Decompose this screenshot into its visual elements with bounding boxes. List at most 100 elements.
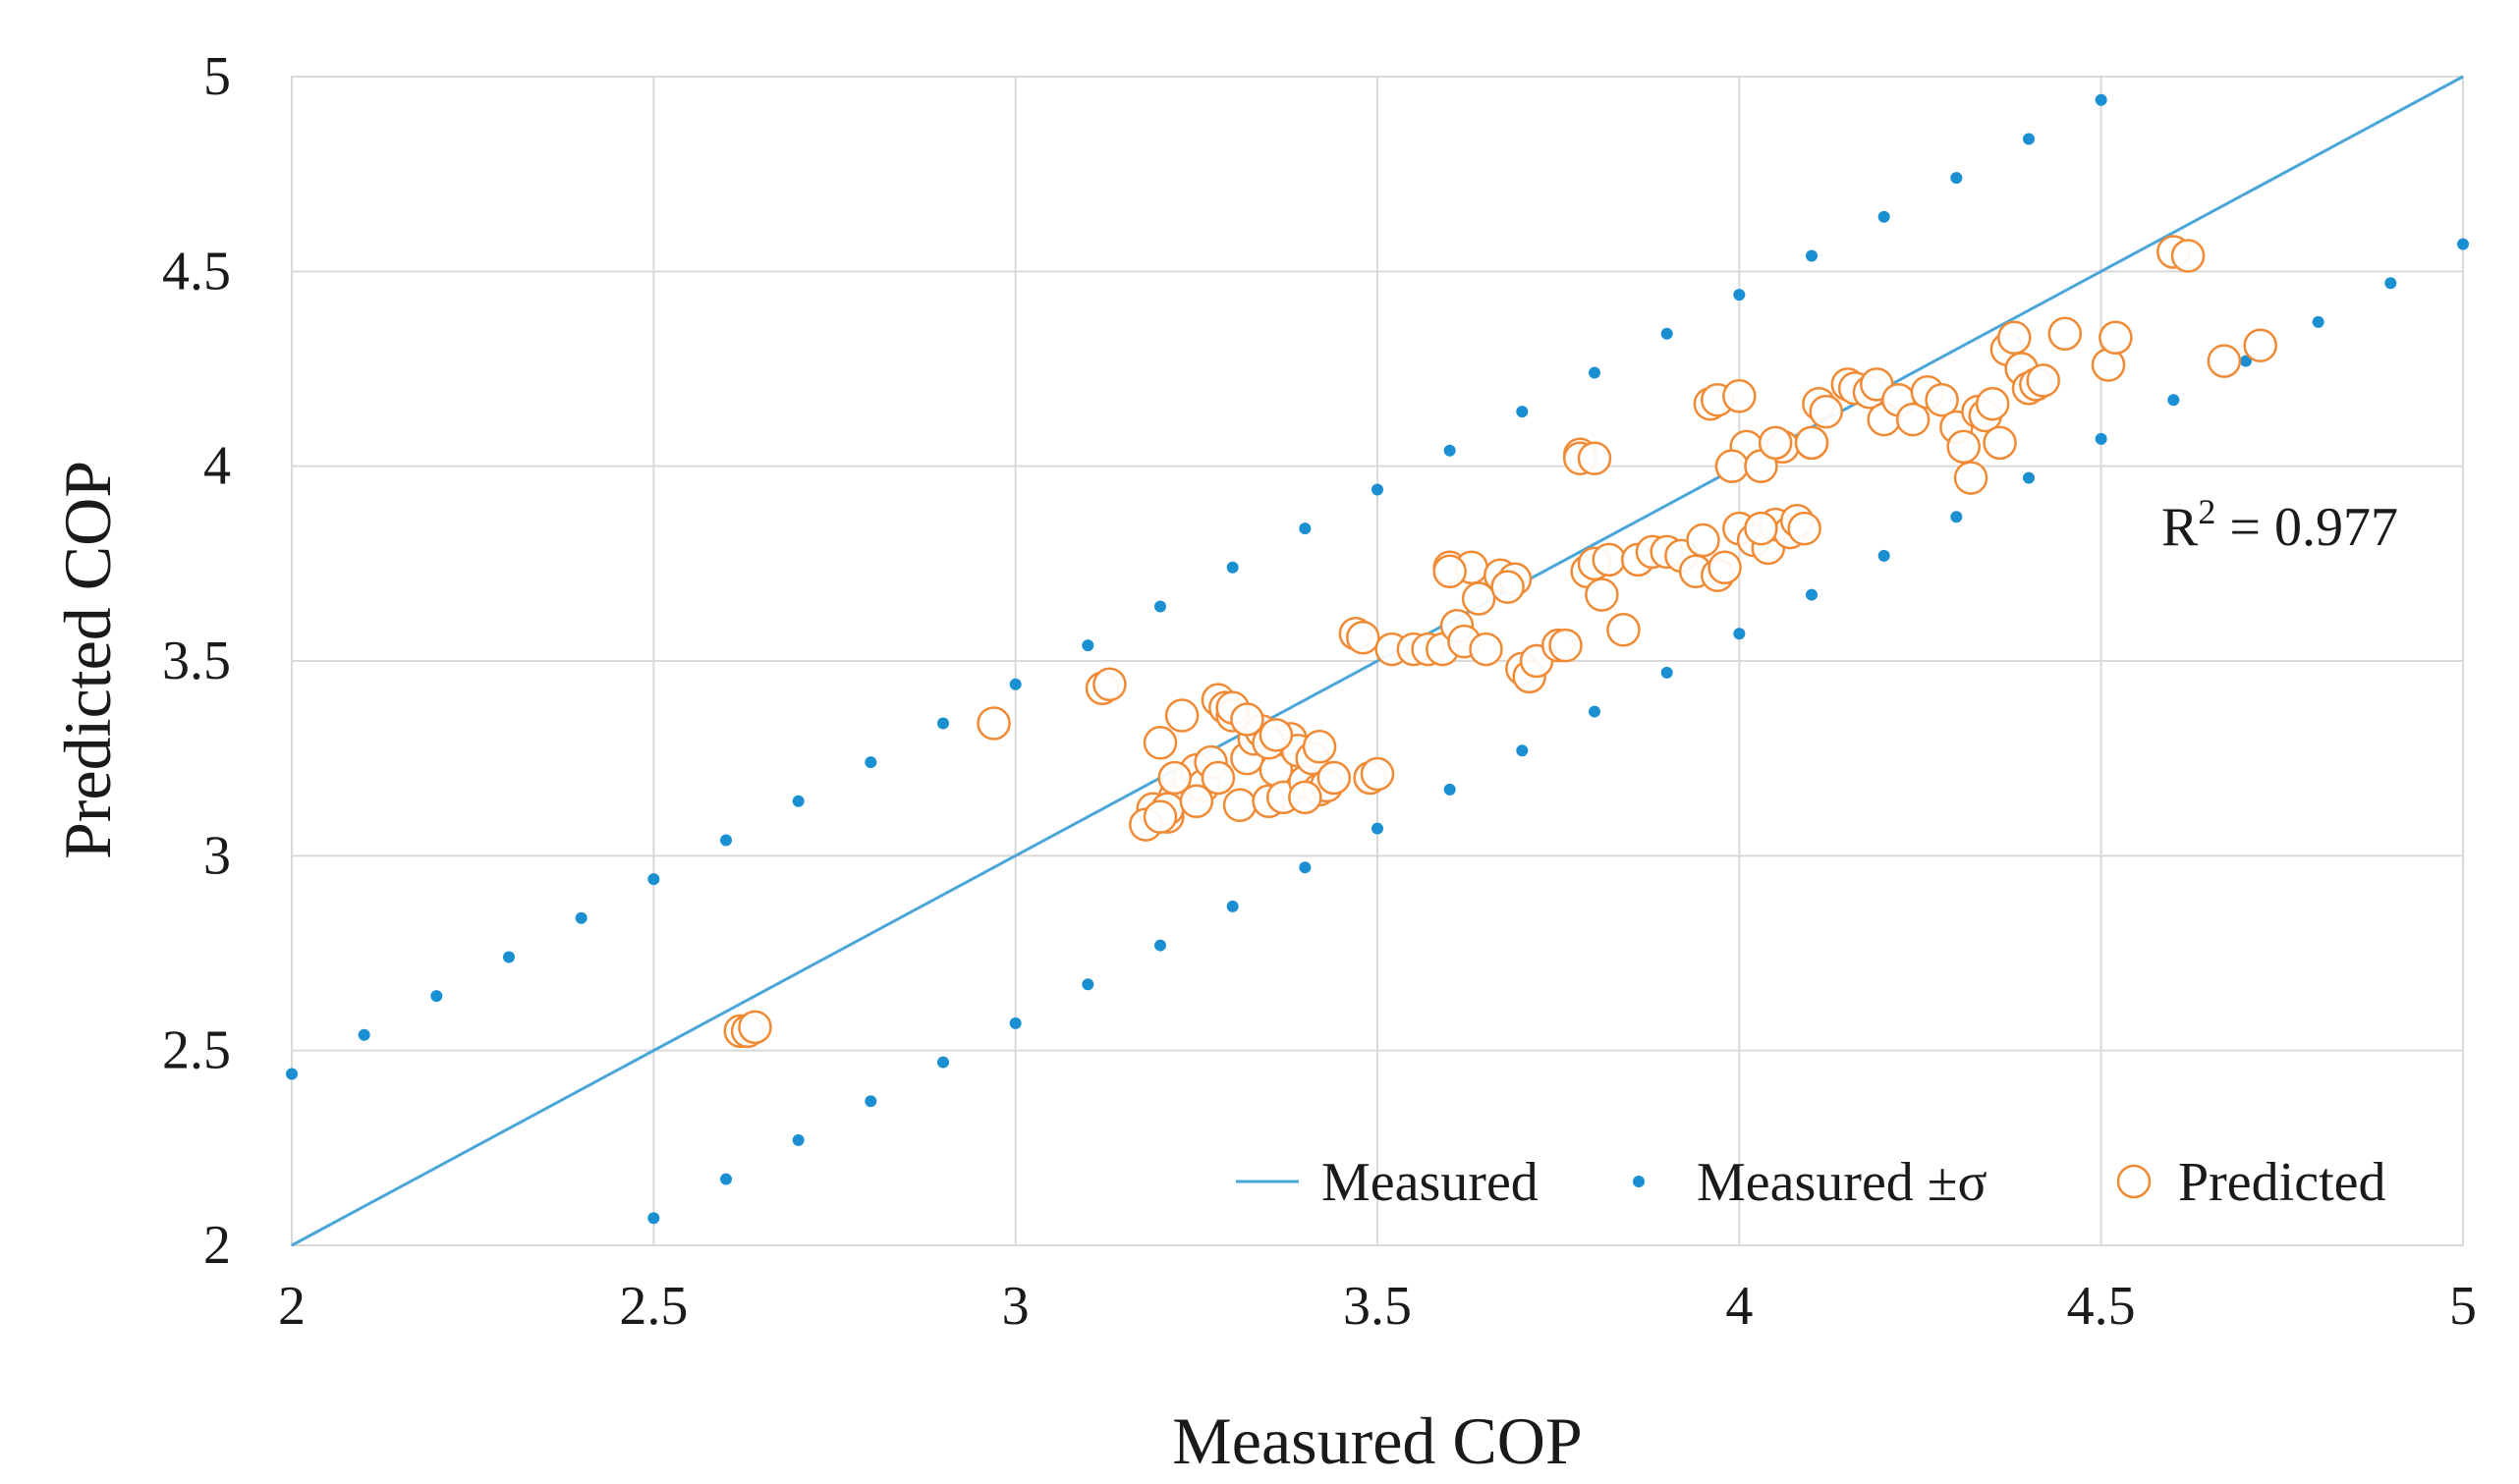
predicted-point <box>1548 628 1583 663</box>
sigma-upper-point <box>1877 210 1890 223</box>
sigma-lower-point <box>647 1212 660 1225</box>
predicted-point <box>2207 344 2242 378</box>
predicted-point <box>1744 511 1778 546</box>
sigma-lower-point <box>1733 628 1746 640</box>
predicted-point <box>1946 429 1981 465</box>
predicted-point <box>1707 550 1742 585</box>
sigma-lower-point <box>865 1095 877 1108</box>
sigma-lower-point <box>1806 588 1818 601</box>
sigma-lower-point <box>937 1056 949 1069</box>
x-tick-label: 2 <box>278 1276 306 1337</box>
sigma-lower-point <box>1589 705 1600 718</box>
sigma-upper-point <box>792 795 805 807</box>
sigma-lower-point <box>1443 783 1456 796</box>
predicted-point <box>1794 425 1829 461</box>
sigma-upper-point <box>1154 600 1166 613</box>
predicted-point <box>1164 698 1200 733</box>
sigma-upper-point <box>1009 678 1022 690</box>
sigma-upper-point <box>1226 561 1239 574</box>
y-axis-title: Predicted COP <box>50 461 125 859</box>
predicted-point <box>1577 441 1612 475</box>
y-tick-label: 5 <box>203 46 231 107</box>
predicted-point <box>1461 581 1496 616</box>
y-tick-label: 4.5 <box>162 241 231 302</box>
y-tick-label: 4 <box>203 436 231 497</box>
x-axis-ticks: 2 2.5 3 3.5 4 4.5 5 <box>278 1276 2477 1337</box>
legend-measured-label: Measured <box>1321 1152 1539 1213</box>
predicted-point <box>1092 667 1127 702</box>
predicted-point <box>1143 726 1178 760</box>
measured-sigma-band <box>286 93 2469 1225</box>
predicted-point <box>1143 799 1178 834</box>
predicted-point <box>2170 239 2206 273</box>
sigma-upper-point <box>430 990 443 1003</box>
predicted-point <box>1809 394 1843 429</box>
predicted-point <box>1179 784 1214 819</box>
predicted-point <box>1302 730 1337 764</box>
sigma-upper-point <box>1950 172 1963 185</box>
sigma-lower-point <box>2167 394 2180 407</box>
sigma-upper-point <box>865 756 877 769</box>
predicted-points <box>723 235 2277 1049</box>
predicted-point <box>1360 756 1395 792</box>
sigma-upper-point <box>1589 366 1600 379</box>
x-tick-label: 3.5 <box>1343 1276 1412 1337</box>
x-tick-label: 4.5 <box>2067 1276 2136 1337</box>
sigma-lower-point <box>1082 978 1094 991</box>
sigma-lower-point <box>2240 355 2252 367</box>
y-tick-label: 2 <box>203 1215 231 1276</box>
predicted-point <box>2099 320 2133 356</box>
sigma-lower-point <box>2095 432 2107 445</box>
sigma-lower-point <box>1371 822 1383 835</box>
x-tick-label: 5 <box>2449 1276 2477 1337</box>
sigma-upper-point <box>1082 639 1094 652</box>
legend-predicted-label: Predicted <box>2178 1152 2385 1213</box>
sigma-lower-point <box>2457 238 2469 250</box>
sigma-lower-point <box>2023 471 2035 484</box>
legend-measured-sigma-swatch <box>1633 1176 1645 1187</box>
x-tick-label: 2.5 <box>619 1276 688 1337</box>
sigma-lower-point <box>1226 900 1239 912</box>
predicted-point <box>2026 363 2060 398</box>
sigma-lower-point <box>1299 861 1312 874</box>
predicted-point <box>1157 760 1192 796</box>
predicted-point <box>738 1010 772 1045</box>
predicted-point <box>1997 320 2032 356</box>
sigma-lower-point <box>1516 744 1529 757</box>
measured-line <box>291 75 2464 1247</box>
y-tick-label: 2.5 <box>162 1020 231 1081</box>
sigma-upper-point <box>286 1068 298 1080</box>
sigma-upper-point <box>1806 249 1818 262</box>
predicted-point <box>1288 780 1322 815</box>
predicted-point <box>1722 379 1757 413</box>
sigma-upper-point <box>2095 93 2107 106</box>
sigma-lower-point <box>720 1173 732 1185</box>
legend-predicted-swatch <box>2116 1164 2152 1199</box>
predicted-point <box>1316 760 1352 796</box>
sigma-upper-point <box>1299 522 1312 535</box>
predicted-point <box>1259 718 1294 752</box>
predicted-point <box>1895 402 1931 437</box>
x-axis-title: Measured COP <box>1172 1403 1582 1478</box>
sigma-lower-point <box>1154 939 1166 952</box>
predicted-point <box>1686 522 1720 558</box>
sigma-lower-point <box>1877 549 1890 562</box>
x-tick-label: 4 <box>1725 1276 1753 1337</box>
sigma-lower-point <box>1660 666 1673 679</box>
plot-border <box>291 76 2464 1246</box>
sigma-upper-point <box>575 911 588 924</box>
sigma-lower-point <box>1950 511 1963 523</box>
legend-measured-sigma-label: Measured ±σ <box>1697 1152 1987 1213</box>
r-squared-base: R <box>2161 497 2199 558</box>
predicted-point <box>1953 461 1988 495</box>
predicted-point <box>1490 570 1525 604</box>
predicted-point <box>1201 760 1236 796</box>
predicted-point <box>1585 577 1619 612</box>
sigma-upper-point <box>1516 406 1529 418</box>
r-squared-superscript: 2 <box>2198 492 2215 531</box>
sigma-upper-point <box>503 951 515 963</box>
sigma-lower-point <box>2384 277 2397 290</box>
sigma-upper-point <box>1733 289 1746 302</box>
sigma-upper-point <box>358 1028 370 1041</box>
